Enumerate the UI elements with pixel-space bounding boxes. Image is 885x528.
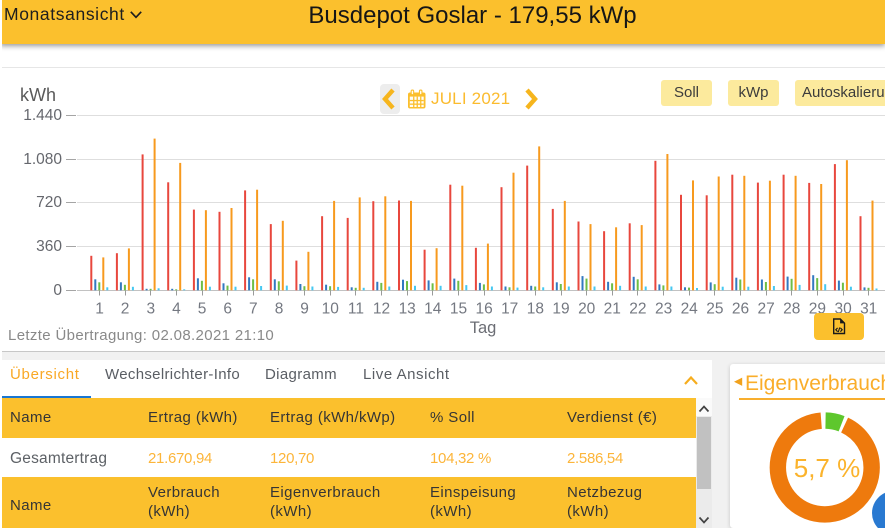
svg-text:31: 31 — [860, 300, 877, 317]
svg-text:24: 24 — [681, 300, 699, 317]
svg-text:1.440: 1.440 — [23, 107, 62, 124]
svg-text:9: 9 — [300, 300, 309, 317]
svg-text:10: 10 — [322, 300, 340, 317]
svg-text:26: 26 — [732, 300, 749, 317]
svg-text:28: 28 — [783, 300, 800, 317]
svg-text:22: 22 — [629, 300, 646, 317]
svg-text:1.080: 1.080 — [23, 151, 62, 168]
svg-text:13: 13 — [399, 300, 416, 317]
svg-text:0: 0 — [53, 282, 62, 299]
svg-text:18: 18 — [527, 300, 544, 317]
svg-text:15: 15 — [450, 300, 467, 317]
svg-text:360: 360 — [36, 238, 62, 255]
svg-text:8: 8 — [275, 300, 284, 317]
svg-text:20: 20 — [578, 300, 596, 317]
svg-text:5: 5 — [198, 300, 207, 317]
svg-text:2: 2 — [121, 300, 130, 317]
svg-text:1: 1 — [95, 300, 104, 317]
svg-text:7: 7 — [249, 300, 258, 317]
svg-text:720: 720 — [36, 194, 62, 211]
svg-text:6: 6 — [223, 300, 232, 317]
svg-text:23: 23 — [655, 300, 672, 317]
svg-text:11: 11 — [348, 300, 364, 317]
svg-text:21: 21 — [604, 300, 621, 317]
svg-text:16: 16 — [475, 300, 492, 317]
svg-text:19: 19 — [552, 300, 569, 317]
svg-text:25: 25 — [706, 300, 723, 317]
svg-text:17: 17 — [501, 300, 518, 317]
svg-text:14: 14 — [424, 300, 442, 317]
svg-text:4: 4 — [172, 300, 181, 317]
svg-text:12: 12 — [373, 300, 390, 317]
svg-text:27: 27 — [757, 300, 774, 317]
svg-text:3: 3 — [146, 300, 155, 317]
